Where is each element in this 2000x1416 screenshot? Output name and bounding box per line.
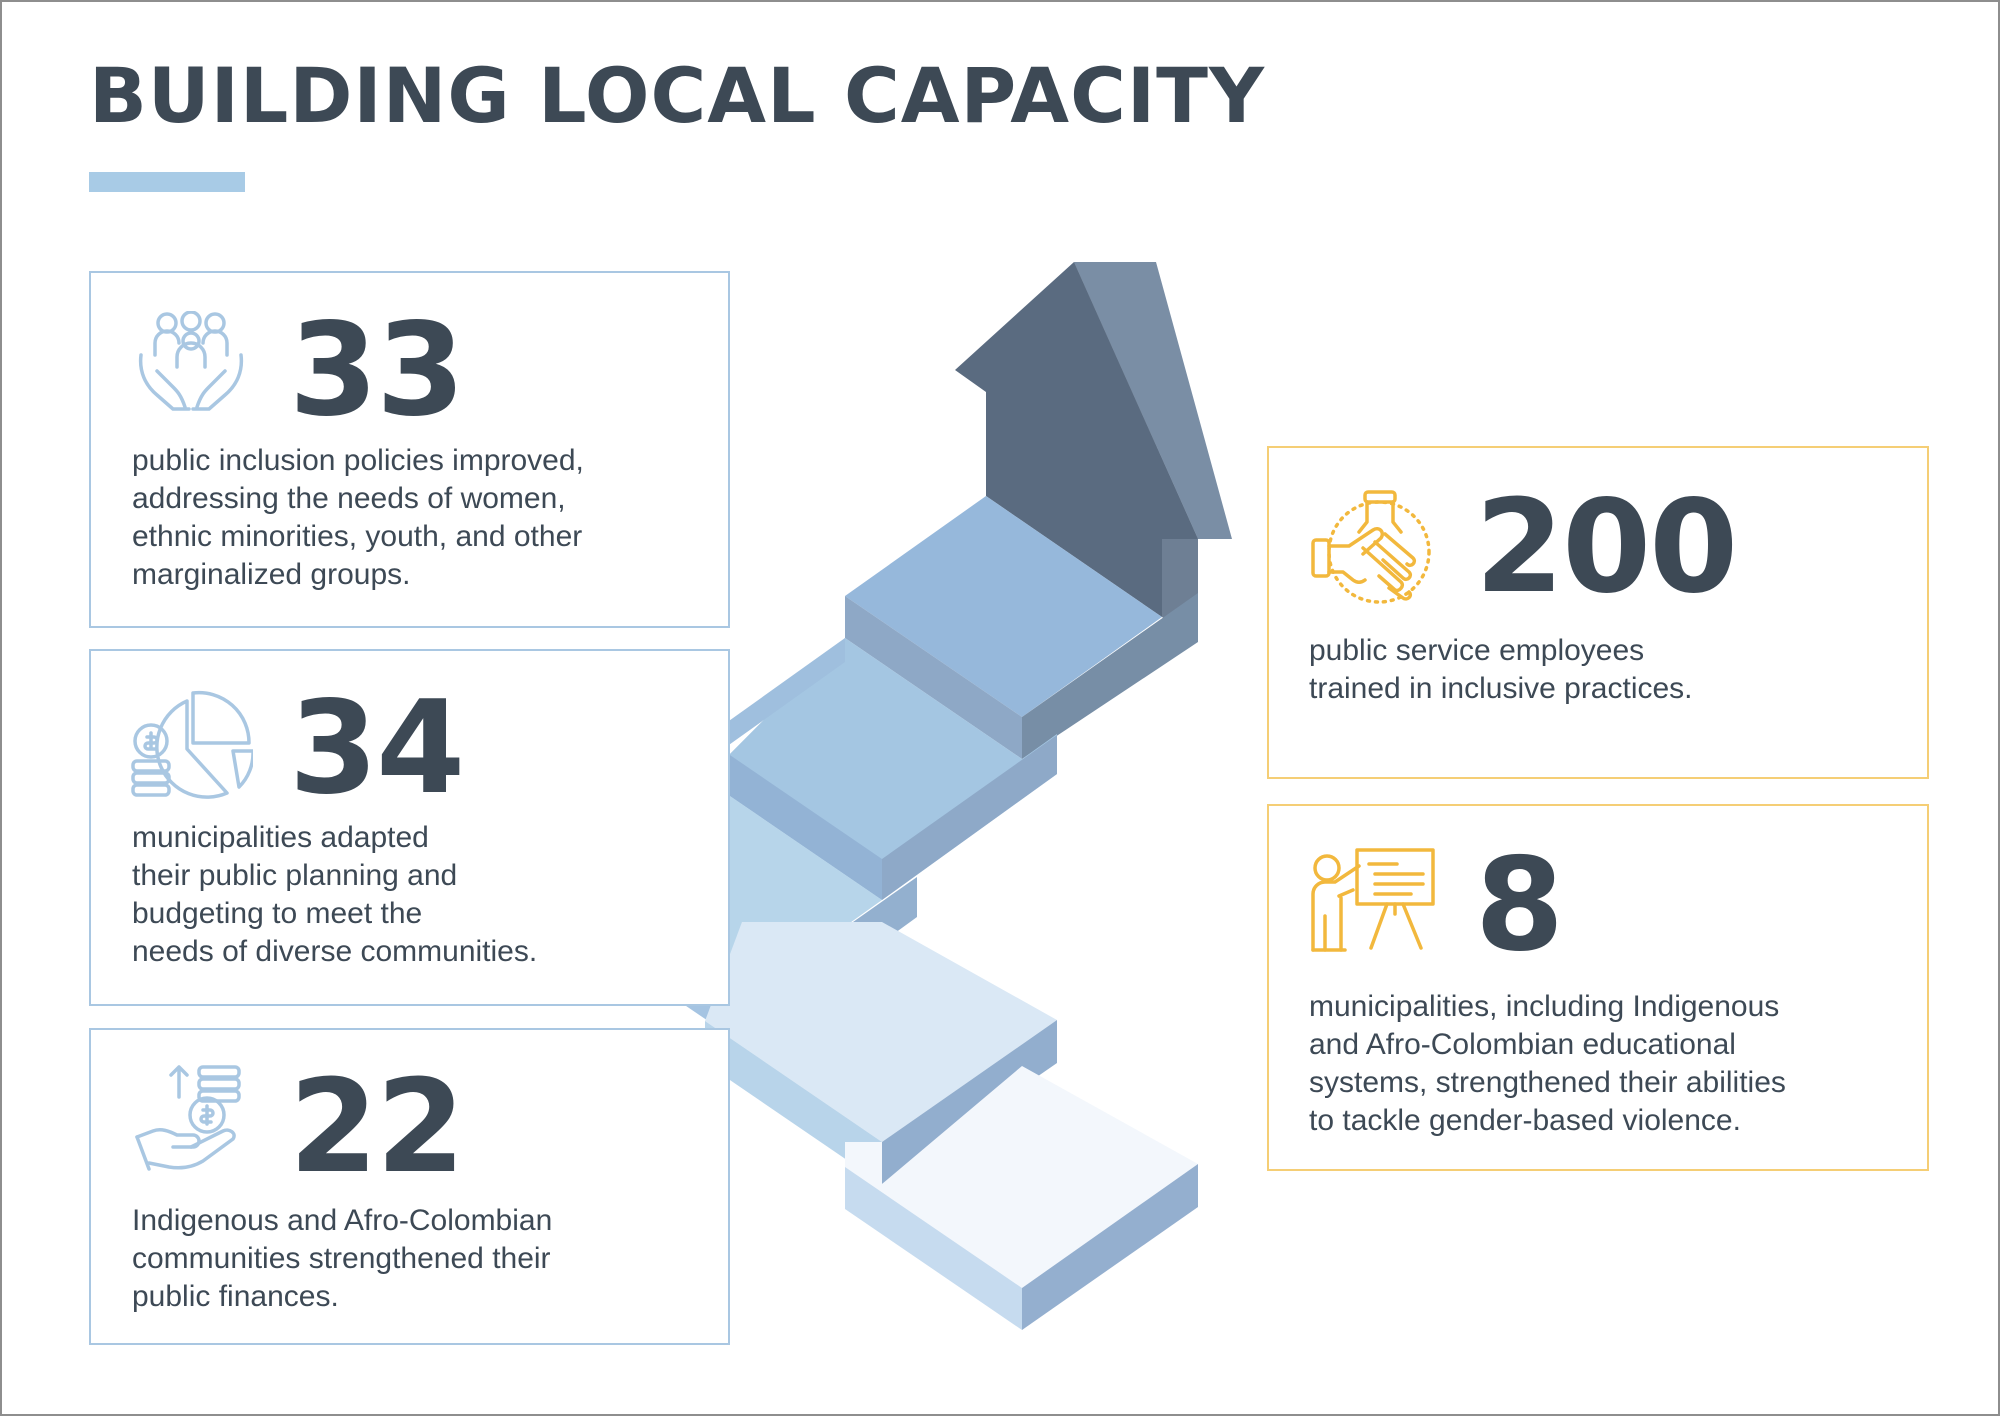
arrow-up-icon bbox=[955, 262, 1232, 642]
stat-value: 34 bbox=[289, 674, 465, 823]
stat-description: public service employees trained in incl… bbox=[1309, 634, 1693, 705]
stat-description: public inclusion policies improved, addr… bbox=[132, 444, 584, 591]
handshake-icon bbox=[1309, 488, 1437, 608]
stat-card-public-finances: 22 Indigenous and Afro-Colombian communi… bbox=[89, 1028, 730, 1345]
stat-card-gender-violence: 8 municipalities, including Indigenous a… bbox=[1267, 804, 1929, 1171]
stat-value: 200 bbox=[1475, 473, 1738, 622]
title-underline bbox=[89, 172, 245, 192]
pie-chart-coins-icon bbox=[129, 689, 253, 801]
stat-value: 8 bbox=[1475, 831, 1564, 980]
hands-holding-people-icon bbox=[135, 311, 247, 423]
stat-card-policies: 33 public inclusion policies improved, a… bbox=[89, 271, 730, 628]
stat-value: 33 bbox=[289, 296, 465, 445]
stat-value: 22 bbox=[289, 1053, 465, 1202]
stat-description: municipalities adapted their public plan… bbox=[132, 821, 538, 968]
stat-card-municipalities-planning: 34 municipalities adapted their public p… bbox=[89, 649, 730, 1006]
stat-description: municipalities, including Indigenous and… bbox=[1309, 990, 1786, 1137]
presenter-board-icon bbox=[1309, 846, 1437, 954]
stat-description: Indigenous and Afro-Colombian communitie… bbox=[132, 1204, 553, 1313]
stat-card-employees-trained: 200 public service employees trained in … bbox=[1267, 446, 1929, 779]
page-title: BUILDING LOCAL CAPACITY bbox=[89, 51, 1266, 140]
hand-coins-growth-icon bbox=[133, 1063, 249, 1179]
